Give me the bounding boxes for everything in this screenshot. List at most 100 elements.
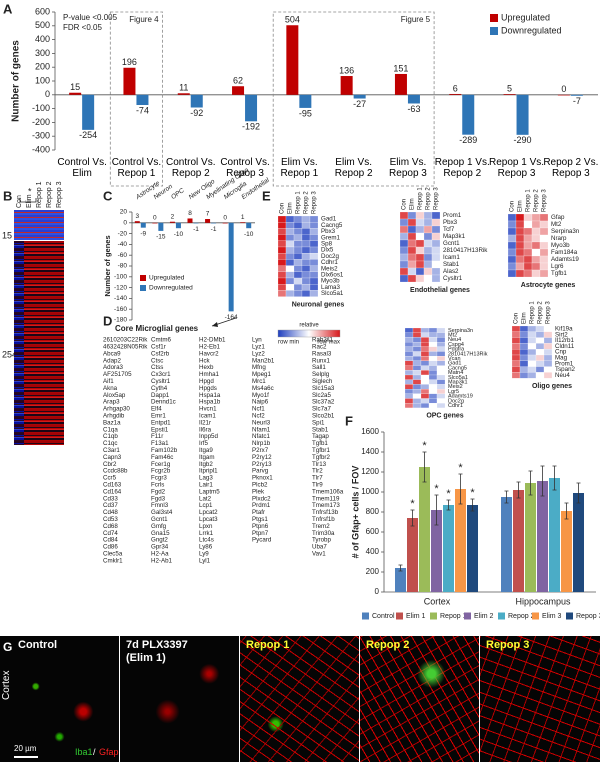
column-label: Elim [26, 194, 33, 208]
heatmap-cell [428, 346, 438, 352]
gene-name: Csf1r [151, 344, 166, 351]
gene-name: Meis2 [321, 265, 338, 272]
heatmap-cell [543, 331, 553, 338]
heatmap-cell [507, 234, 517, 243]
heatmap-cell [277, 277, 287, 285]
value-label: -95 [299, 108, 312, 118]
heatmap-cell [515, 213, 525, 222]
y-tick-label: -20 [118, 230, 128, 237]
gene-name: Ly9 [199, 551, 209, 558]
heatmap-cell [543, 360, 553, 367]
heatmap-cell [415, 218, 425, 227]
gene-name: Cyth4 [151, 385, 168, 392]
gene-name: 4632428N05Rik [103, 344, 148, 351]
heatmap-cell [428, 332, 438, 338]
heatmap-cell [404, 356, 414, 362]
heatmap-cell [511, 343, 521, 350]
legend-swatch [464, 612, 471, 620]
heatmap-cell [436, 360, 446, 366]
gene-name: Tmem173 [312, 502, 340, 509]
gene-name: Serpina3n [551, 228, 580, 235]
heatmap-cell [412, 384, 422, 390]
legend-swatch [490, 27, 498, 35]
heatmap-cell [309, 228, 319, 235]
gene-name: Tmem106a [312, 488, 344, 495]
bar [557, 94, 570, 96]
heatmap-cell [277, 234, 287, 241]
heatmap-cell [301, 222, 311, 229]
heatmap-cell [277, 265, 287, 272]
gene-name: P2ry12 [252, 454, 272, 461]
gene-name: Dlx6os1 [321, 272, 344, 279]
significance: * [470, 487, 475, 499]
heatmap-cell [428, 403, 438, 409]
gene-name: Lpcat2 [199, 509, 218, 516]
heatmap-cell [415, 232, 425, 241]
y-tick-label: 800 [366, 507, 380, 516]
heatmap-cell [301, 228, 311, 235]
heatmap-cell [404, 346, 414, 352]
error-bar [516, 481, 521, 499]
figure-box [272, 11, 435, 187]
heatmap-cell [293, 240, 303, 248]
heatmap-cell [277, 228, 287, 235]
gene-name: Pdgfra [448, 347, 465, 353]
x-tick-label: Repop 1 Vs. Repop 3 [489, 157, 545, 179]
table-title: Core Microglial genes [115, 324, 199, 333]
gene-name: Ms4a6c [252, 385, 274, 392]
panel-title: Control [18, 639, 58, 651]
gene-name: Neu4 [555, 372, 570, 379]
value-label: -9 [140, 230, 146, 237]
significance: * [434, 483, 439, 495]
heatmap-cell [531, 255, 541, 264]
y-axis-title: Number of genes [103, 235, 112, 296]
heatmap-cell [511, 372, 521, 379]
gene-name: Plek [252, 488, 265, 495]
gene-name: Tyrobp [312, 537, 331, 544]
y-tick-label: -180 [114, 317, 127, 324]
heatmap-cell [423, 246, 433, 255]
value-label: 15 [70, 82, 80, 92]
heatmap-cell [407, 225, 417, 234]
bar [395, 568, 406, 592]
heatmap-cell [527, 354, 537, 361]
heatmap-cell [507, 255, 517, 264]
column-label: Con [514, 313, 520, 324]
value-label: -63 [407, 104, 420, 114]
legend-label: Elim 3 [542, 613, 562, 620]
bar [211, 222, 217, 224]
column-label: Repop 2 [46, 181, 53, 208]
heatmap-cell [423, 225, 433, 234]
legend-swatch [498, 612, 505, 620]
gene-name: H2-DMb1 [199, 337, 226, 344]
heatmap-cell [309, 271, 319, 279]
gene-name: Fam184a [551, 249, 578, 256]
heatmap-cell [527, 337, 537, 344]
heatmap-cell [531, 262, 541, 271]
heatmap-cell [407, 218, 417, 227]
value-label: 62 [233, 76, 243, 86]
legend-swatch [140, 285, 146, 291]
heatmap-cell [412, 360, 422, 366]
gene-name: Nrarp [551, 235, 567, 242]
heatmap-cell [407, 253, 417, 262]
gene-name: Entpd1 [151, 419, 171, 426]
heatmap-cell [436, 379, 446, 385]
panel-title: Repop 1 [246, 639, 290, 651]
gene-name: Sp8 [321, 241, 333, 248]
heatmap-cell [293, 259, 303, 266]
gene-name: Alox5ap [103, 392, 126, 399]
gene-name: Mfng [252, 364, 266, 371]
heatmap-cell [531, 213, 541, 222]
column-label: Repop 3 [542, 189, 548, 212]
heatmap-cell [431, 232, 441, 241]
value-label: -1 [211, 226, 217, 233]
heatmap-cell [527, 325, 537, 332]
heatmap-cell [428, 379, 438, 385]
gene-name: Capn3 [103, 454, 122, 461]
gene-name: Clec5a [103, 551, 123, 558]
gene-name: Icam1 [199, 413, 216, 420]
bar [443, 505, 454, 592]
gene-name: Adamts19 [448, 394, 473, 400]
gene-name: Tagap [312, 433, 329, 440]
